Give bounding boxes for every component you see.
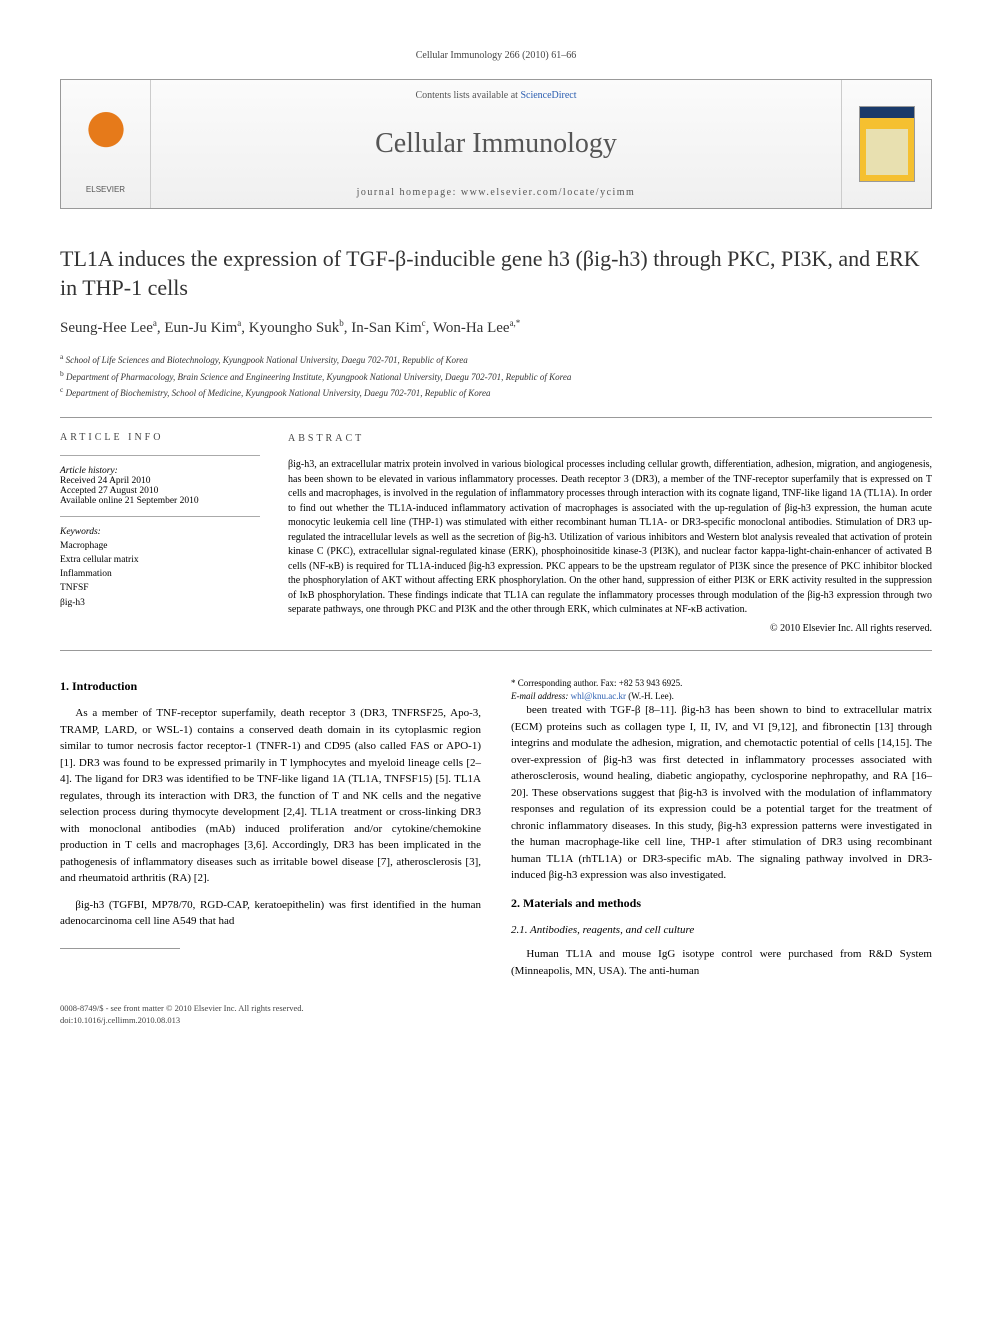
author-4[interactable]: Won-Ha Leea,* [433,320,520,336]
intro-para-3: been treated with TGF-β [8–11]. βig-h3 h… [511,702,932,884]
footnote-corr: * Corresponding author. Fax: +82 53 943 … [511,677,932,690]
abstract-heading: ABSTRACT [288,432,932,447]
keyword-1: Extra cellular matrix [60,553,260,567]
info-abstract-row: ARTICLE INFO Article history: Received 2… [60,432,932,637]
cover-thumb-cell [841,80,931,208]
body-columns: 1. Introduction As a member of TNF-recep… [60,677,932,979]
homepage-label: journal homepage: [357,187,461,198]
footer-doi-line: doi:10.1016/j.cellimm.2010.08.013 [60,1015,932,1027]
affiliation-c: c Department of Biochemistry, School of … [60,384,932,401]
history-accepted: Accepted 27 August 2010 [60,486,260,496]
abstract-text: βig-h3, an extracellular matrix protein … [288,458,932,618]
author-0[interactable]: Seung-Hee Leea [60,320,157,336]
divider-mid [60,650,932,651]
footer-issn-line: 0008-8749/$ - see front matter © 2010 El… [60,1003,932,1015]
affiliations: a School of Life Sciences and Biotechnol… [60,351,932,401]
article-info-heading: ARTICLE INFO [60,432,260,443]
section-1-heading: 1. Introduction [60,677,481,695]
footnote-rule [60,948,180,949]
journal-cover-thumbnail [859,106,915,182]
article-title: TL1A induces the expression of TGF-β-ind… [60,245,932,302]
keyword-0: Macrophage [60,539,260,553]
author-2[interactable]: Kyoungho Sukb [249,320,344,336]
authors-line: Seung-Hee Leea, Eun-Ju Kima, Kyoungho Su… [60,318,932,337]
history-online: Available online 21 September 2010 [60,496,260,506]
elsevier-logo-cell [61,80,151,208]
intro-para-1: As a member of TNF-receptor superfamily,… [60,705,481,887]
masthead-center: Contents lists available at ScienceDirec… [151,80,841,208]
footnote-email-link[interactable]: whl@knu.ac.kr [571,691,626,701]
affiliation-a: a School of Life Sciences and Biotechnol… [60,351,932,368]
section-2-heading: 2. Materials and methods [511,894,932,912]
journal-masthead: Contents lists available at ScienceDirec… [60,79,932,209]
history-received: Received 24 April 2010 [60,476,260,486]
mm-para-1: Human TL1A and mouse IgG isotype control… [511,946,932,979]
abstract-copyright: © 2010 Elsevier Inc. All rights reserved… [288,622,932,637]
section-2-1-subheading: 2.1. Antibodies, reagents, and cell cult… [511,922,932,939]
sciencedirect-link[interactable]: ScienceDirect [520,90,576,101]
keyword-4: βig-h3 [60,596,260,610]
article-info-column: ARTICLE INFO Article history: Received 2… [60,432,260,637]
abstract-column: ABSTRACT βig-h3, an extracellular matrix… [288,432,932,637]
homepage-url[interactable]: www.elsevier.com/locate/ycimm [461,187,635,198]
history-label: Article history: [60,466,260,476]
running-head: Cellular Immunology 266 (2010) 61–66 [60,50,932,61]
divider-top [60,417,932,418]
keyword-2: Inflammation [60,567,260,581]
footnote-email-name: (W.-H. Lee). [628,691,674,701]
page-footer: 0008-8749/$ - see front matter © 2010 El… [60,1003,932,1027]
keyword-3: TNFSF [60,581,260,595]
author-1[interactable]: Eun-Ju Kima [164,320,241,336]
keywords-label: Keywords: [60,527,260,537]
intro-para-2: βig-h3 (TGFBI, MP78/70, RGD-CAP, keratoe… [60,897,481,930]
footnote-email-label: E-mail address: [511,691,568,701]
journal-name: Cellular Immunology [375,128,617,160]
journal-homepage-line: journal homepage: www.elsevier.com/locat… [357,187,636,198]
contents-available-line: Contents lists available at ScienceDirec… [415,90,576,101]
elsevier-tree-icon [78,108,134,180]
affiliation-b: b Department of Pharmacology, Brain Scie… [60,368,932,385]
author-3[interactable]: In-San Kimc [351,320,425,336]
contents-text: Contents lists available at [415,90,520,101]
corresponding-author-footnote: * Corresponding author. Fax: +82 53 943 … [511,677,932,702]
